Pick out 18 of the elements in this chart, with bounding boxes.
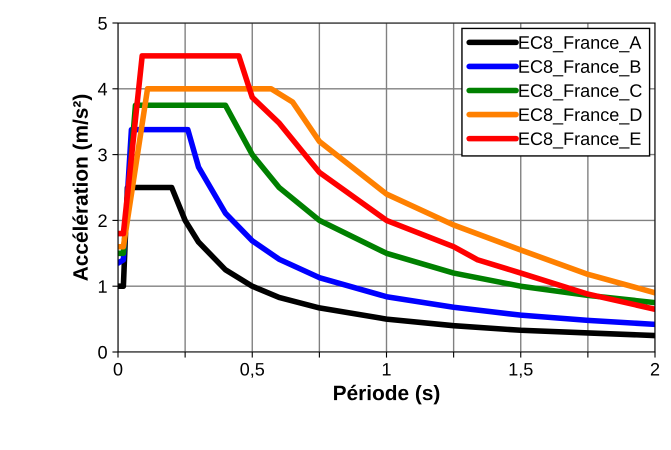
legend-label: EC8_France_D xyxy=(519,108,642,124)
legend-label: EC8_France_E xyxy=(519,132,641,149)
x-tick-label: 0 xyxy=(114,362,122,376)
legend-label: EC8_France_C xyxy=(519,84,642,100)
x-axis-title: Période (s) xyxy=(334,384,440,404)
legend-label: EC8_France_B xyxy=(519,60,640,76)
x-tick-label: 2 xyxy=(650,362,660,376)
y-tick-label: 4 xyxy=(98,82,108,96)
y-tick-label: 0 xyxy=(98,346,107,359)
legend-label: EC8_France_A xyxy=(519,36,642,52)
x-tick-label: 1 xyxy=(382,363,391,376)
y-tick-label: 2 xyxy=(98,214,107,227)
y-tick-label: 5 xyxy=(98,17,107,30)
x-tick-label: 0,5 xyxy=(240,362,264,378)
y-tick-label: 3 xyxy=(98,148,107,162)
y-tick-label: 1 xyxy=(98,280,107,293)
y-axis-title: Accélération (m/s²) xyxy=(72,94,92,281)
x-tick-label: 1,5 xyxy=(510,363,533,378)
